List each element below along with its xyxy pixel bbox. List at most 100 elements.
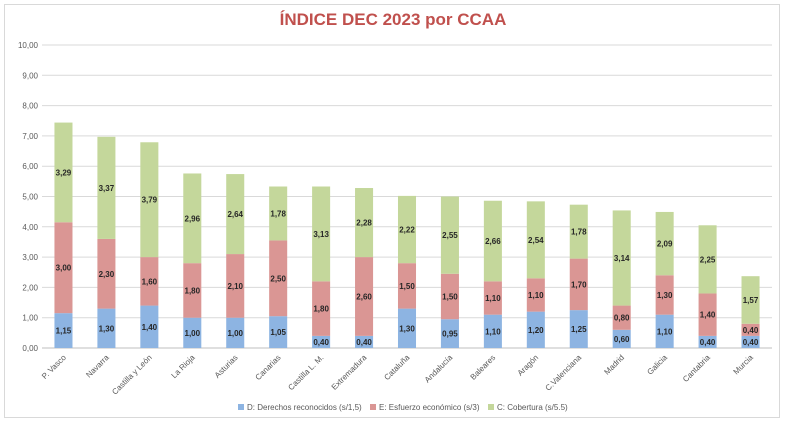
- x-category-label: Galicia: [645, 353, 669, 377]
- bar-segment: [269, 240, 288, 317]
- data-label: 2,50: [270, 274, 286, 283]
- data-label: 0,40: [743, 326, 759, 335]
- bar-segment: [397, 263, 417, 309]
- y-tick-label: 10,00: [18, 41, 39, 50]
- data-label: 2,28: [356, 219, 372, 228]
- bar-segment: [97, 308, 116, 348]
- chart-title: ÍNDICE DEC 2023 por CCAA: [279, 10, 507, 29]
- bar-segment: [741, 335, 760, 348]
- bar-segment: [312, 281, 331, 336]
- data-label: 1,57: [743, 296, 759, 305]
- bar-segment: [569, 204, 588, 259]
- y-tick-label: 1,00: [22, 314, 38, 323]
- data-label: 1,50: [399, 282, 415, 291]
- data-label: 1,70: [571, 280, 587, 289]
- data-label: 2,96: [185, 214, 201, 223]
- x-category-label: Aragón: [516, 353, 541, 378]
- y-tick-label: 5,00: [22, 193, 38, 202]
- x-axis-labels: P. Vasco Navarra Castilla y León La Rioja As…: [40, 353, 755, 397]
- data-label: 0,40: [743, 338, 759, 347]
- data-label: 3,79: [142, 196, 158, 205]
- data-label: 1,30: [99, 324, 115, 333]
- data-label: 2,55: [442, 231, 458, 240]
- legend-entry: D: Derechos reconocidos (s/1,5): [247, 403, 362, 412]
- bar-segment: [54, 313, 73, 348]
- data-label: 2,64: [227, 210, 243, 219]
- y-tick-label: 8,00: [22, 102, 38, 111]
- x-category-label: Castilla L. M.: [286, 353, 325, 392]
- bar-segment: [741, 276, 760, 324]
- x-category-label: Cataluña: [382, 353, 411, 382]
- data-label: 0,60: [614, 335, 630, 344]
- bar-segment: [440, 319, 459, 348]
- bar-segment: [483, 281, 502, 315]
- bar-segment: [483, 314, 502, 348]
- data-label: 3,37: [99, 184, 115, 193]
- x-category-label: Murcia: [732, 353, 756, 377]
- data-label: 1,10: [528, 291, 544, 300]
- bar-segment: [612, 329, 631, 348]
- x-category-label: C.Valenciana: [544, 353, 584, 393]
- x-category-label: La Rioja: [170, 353, 198, 381]
- legend-swatch: [238, 404, 244, 410]
- y-tick-label: 9,00: [22, 71, 38, 80]
- bar-segment: [226, 174, 245, 255]
- y-tick-label: 6,00: [22, 162, 38, 171]
- bar-segment: [226, 317, 245, 348]
- bar-segment: [569, 258, 588, 311]
- bar-segment: [397, 308, 417, 348]
- data-label: 0,40: [313, 338, 329, 347]
- y-tick-label: 3,00: [22, 253, 38, 262]
- bar-segment: [440, 196, 459, 274]
- bar-segment: [183, 317, 202, 348]
- data-label: 1,15: [56, 327, 72, 336]
- bar-segment: [612, 210, 631, 306]
- data-label: 2,09: [657, 240, 673, 249]
- bar-segment: [97, 136, 116, 239]
- bar-segment: [140, 142, 159, 258]
- x-category-label: Cantabria: [681, 353, 712, 384]
- data-label: 2,22: [399, 226, 415, 235]
- bar-segment: [226, 254, 245, 318]
- data-label: 1,78: [270, 209, 286, 218]
- bar-segment: [312, 335, 331, 348]
- bar-segment: [269, 186, 288, 241]
- data-label: 2,60: [356, 292, 372, 301]
- data-label: 1,40: [142, 323, 158, 332]
- y-tick-label: 0,00: [22, 344, 38, 353]
- data-label: 1,50: [442, 292, 458, 301]
- legend-swatch: [370, 404, 376, 410]
- data-label: 3,00: [56, 264, 72, 273]
- bar-segment: [569, 310, 588, 348]
- bar-segment: [741, 323, 760, 336]
- bar-segment: [698, 293, 717, 336]
- data-label: 1,40: [700, 311, 716, 320]
- bar-segment: [655, 314, 674, 348]
- data-label: 1,80: [313, 305, 329, 314]
- data-label: 2,30: [99, 270, 115, 279]
- data-label: 1,10: [485, 327, 501, 336]
- x-category-label: Navarra: [84, 353, 111, 380]
- data-label: 1,10: [485, 294, 501, 303]
- data-label: 2,25: [700, 255, 716, 264]
- data-label: 1,00: [185, 329, 201, 338]
- bar-segment: [612, 305, 631, 330]
- data-label: 1,25: [571, 325, 587, 334]
- data-label: 0,95: [442, 330, 458, 339]
- bar-segment: [97, 238, 116, 309]
- bar-segment: [355, 257, 374, 336]
- data-label: 1,00: [227, 329, 243, 338]
- bar-segment: [355, 188, 374, 258]
- x-category-label: Andalucía: [423, 353, 455, 385]
- data-label: 1,78: [571, 228, 587, 237]
- data-label: 3,14: [614, 254, 630, 263]
- x-category-label: P. Vasco: [40, 353, 68, 381]
- bar-segment: [526, 278, 545, 312]
- bar-segment: [140, 305, 159, 348]
- bar-segment: [355, 335, 374, 348]
- bar-segment: [698, 335, 717, 348]
- y-tick-label: 2,00: [22, 283, 38, 292]
- legend-swatch: [488, 404, 494, 410]
- legend-entry: C: Cobertura (s/5.5): [497, 403, 568, 412]
